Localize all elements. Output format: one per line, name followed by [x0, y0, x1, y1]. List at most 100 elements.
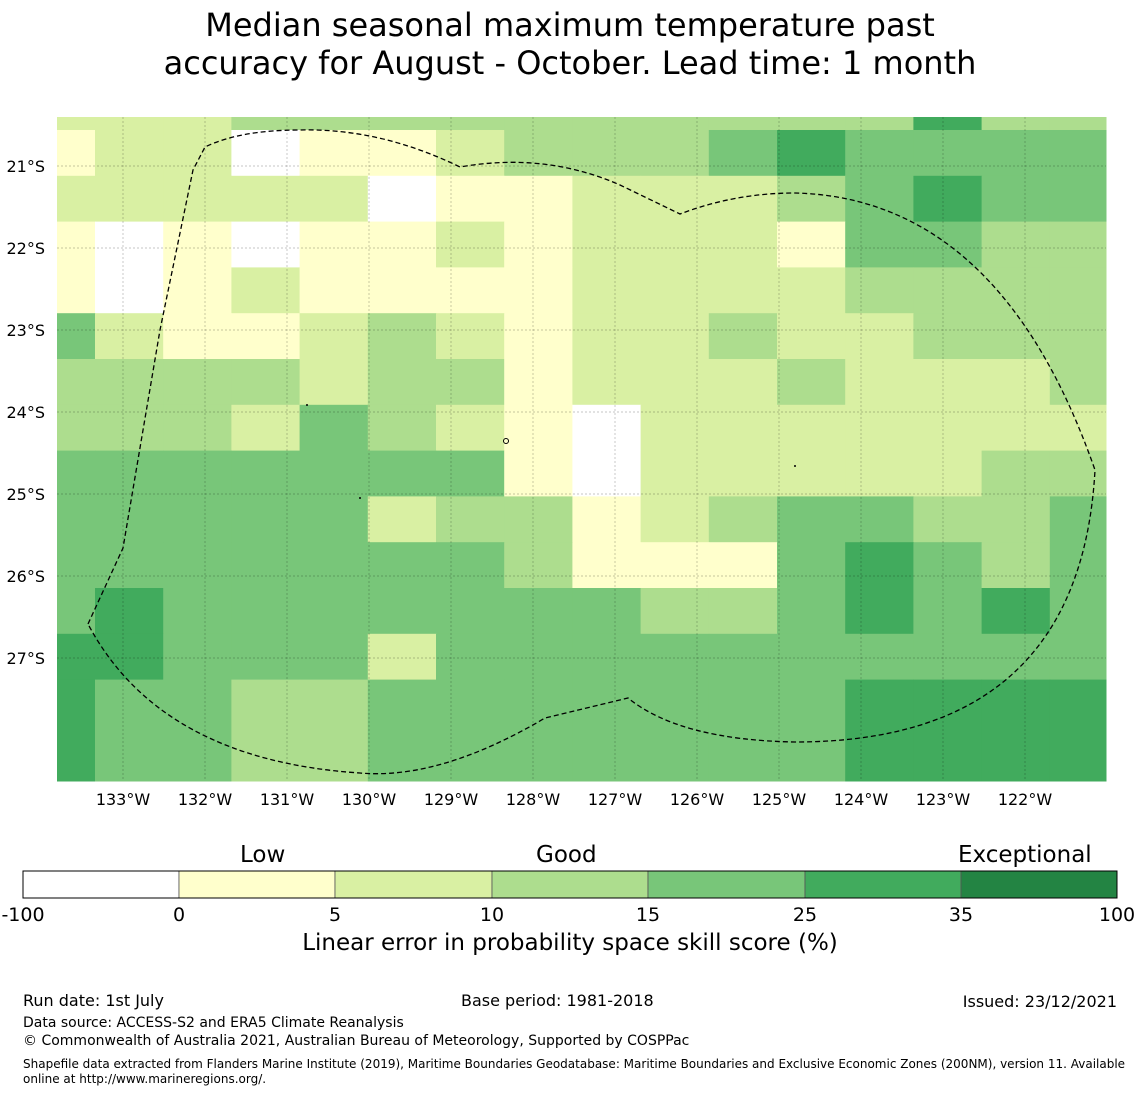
longitude-label: 132°W [178, 790, 233, 809]
grid-cell [845, 404, 914, 452]
grid-cell [640, 175, 710, 223]
grid-cell [1049, 679, 1107, 782]
grid-cell [640, 496, 710, 543]
grid-cell [95, 221, 164, 268]
grid-cell [845, 450, 914, 497]
grid-cell [777, 117, 846, 131]
grid-cell [572, 542, 642, 589]
grid-cell [913, 313, 983, 360]
grid-cell [436, 313, 505, 360]
grid-cell [436, 588, 505, 635]
grid-cell [708, 542, 778, 589]
grid-cell [95, 267, 164, 314]
grid-cell [640, 117, 710, 131]
grid-cell [1049, 588, 1107, 635]
grid-cell [436, 267, 505, 314]
grid-cell [1049, 130, 1107, 177]
grid-cell [367, 359, 437, 406]
grid-cell [436, 496, 505, 543]
grid-cell [504, 175, 573, 223]
colorbar-head-exceptional: Exceptional [958, 842, 1092, 868]
latitude-label: 25°S [6, 485, 45, 504]
latitude-labels: 21°S 22°S 23°S 24°S 25°S 26°S 27°S [6, 157, 45, 668]
grid-cell [708, 221, 778, 268]
grid-cell [299, 404, 369, 452]
colorbar-segment [804, 870, 962, 899]
grid-cell [913, 633, 983, 681]
grid-cell [572, 496, 642, 543]
grid-cell [163, 542, 232, 589]
grid-cell [163, 130, 232, 177]
grid-cell [981, 679, 1051, 782]
grid-cell [231, 175, 301, 223]
grid-cell [981, 496, 1051, 543]
grid-cell [640, 267, 710, 314]
grid-cell [708, 633, 778, 681]
grid-cell [95, 542, 164, 589]
grid-cell [640, 633, 710, 681]
grid-cell [777, 633, 846, 681]
grid-cell [572, 679, 642, 782]
grid-cell [981, 450, 1051, 497]
grid-cell [1049, 496, 1107, 543]
grid-cell [913, 404, 983, 452]
grid-cell [913, 496, 983, 543]
grid-cell [367, 588, 437, 635]
grid-cell [436, 633, 505, 681]
grid-cell [981, 130, 1051, 177]
colorbar-tick-label: -100 [1, 904, 44, 926]
grid-cell [777, 313, 846, 360]
grid-cell [981, 633, 1051, 681]
grid-cell [845, 542, 914, 589]
grid-cell [163, 450, 232, 497]
longitude-label: 122°W [998, 790, 1053, 809]
grid-cell [640, 130, 710, 177]
grid-cell [913, 359, 983, 406]
grid-cell [708, 117, 778, 131]
grid-cell [708, 588, 778, 635]
grid-cell [981, 588, 1051, 635]
island-markers [306, 404, 796, 499]
shapefile-credit: Shapefile data extracted from Flanders M… [23, 1057, 1126, 1086]
longitude-label: 131°W [260, 790, 315, 809]
grid-cell [163, 404, 232, 452]
grid-cell [1049, 633, 1107, 681]
grid-cell [231, 450, 301, 497]
grid-cell [913, 130, 983, 177]
colorbar-head-good: Good [536, 842, 597, 868]
grid-cell [777, 267, 846, 314]
grid-cell [913, 450, 983, 497]
grid-cell [504, 404, 573, 452]
grid-cell [231, 633, 301, 681]
colorbar-segment [491, 870, 649, 899]
grid-cell [299, 117, 369, 131]
grid-cell [708, 130, 778, 177]
grid-cell [367, 404, 437, 452]
colorbar-tick-label: 100 [1099, 904, 1135, 926]
grid-cell [299, 130, 369, 177]
grid-cell [163, 359, 232, 406]
grid-cell [572, 404, 642, 452]
graticule [57, 117, 1106, 781]
latitude-label: 26°S [6, 567, 45, 586]
longitude-label: 123°W [916, 790, 971, 809]
grid-cell [845, 496, 914, 543]
grid-cell [367, 313, 437, 360]
grid-cell [163, 221, 232, 268]
grid-cell [436, 542, 505, 589]
grid-cell [299, 175, 369, 223]
grid-cell [572, 633, 642, 681]
grid-cell [1049, 359, 1107, 406]
run-date: Run date: 1st July [23, 991, 164, 1010]
grid-cell [367, 633, 437, 681]
grid-cell [95, 313, 164, 360]
grid-cell [845, 130, 914, 177]
grid-cell [231, 117, 301, 131]
longitude-label: 124°W [834, 790, 889, 809]
longitude-label: 129°W [424, 790, 479, 809]
grid-cell [504, 450, 573, 497]
colorbar-segment [178, 870, 336, 899]
grid-cell [163, 633, 232, 681]
grid-cell [367, 267, 437, 314]
